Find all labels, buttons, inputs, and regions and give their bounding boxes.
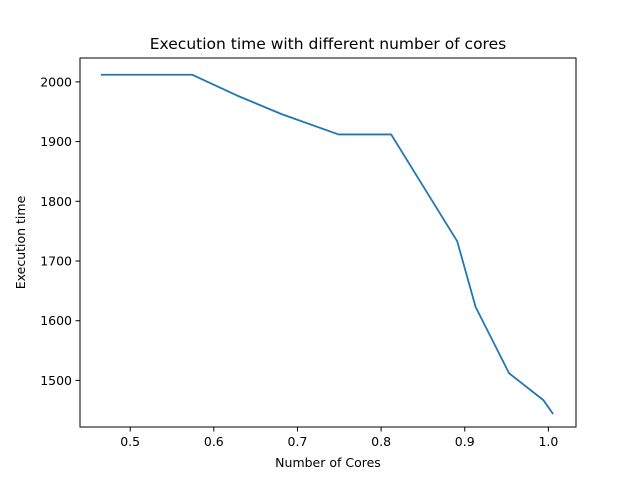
data-point xyxy=(542,399,545,402)
y-tick-label: 2000 xyxy=(40,74,72,89)
y-tick-label: 1500 xyxy=(40,373,72,388)
data-point xyxy=(551,412,554,415)
data-point xyxy=(100,73,103,76)
y-tick-label: 1800 xyxy=(40,194,72,209)
series-layer xyxy=(100,73,554,415)
y-tick-label: 1900 xyxy=(40,134,72,149)
x-tick-label: 0.7 xyxy=(288,434,308,449)
chart-title: Execution time with different number of … xyxy=(150,35,506,53)
plot-area xyxy=(80,58,576,427)
y-tick-label: 1700 xyxy=(40,254,72,269)
x-axis-label: Number of Cores xyxy=(275,455,381,470)
data-point xyxy=(337,133,340,136)
data-point xyxy=(508,372,511,375)
x-tick-label: 0.6 xyxy=(204,434,224,449)
data-point xyxy=(390,133,393,136)
y-axis-ticks: 1500 1600 1700 1800 1900 2000 xyxy=(40,74,80,388)
y-axis-label: Execution time xyxy=(13,195,28,289)
y-tick-label: 1600 xyxy=(40,313,72,328)
x-tick-label: 0.8 xyxy=(371,434,391,449)
data-point xyxy=(474,305,477,308)
data-point xyxy=(191,73,194,76)
x-tick-label: 1.0 xyxy=(538,434,558,449)
data-point xyxy=(280,113,283,116)
x-tick-label: 0.9 xyxy=(455,434,475,449)
data-point xyxy=(456,240,459,243)
series-line-0 xyxy=(100,73,554,415)
data-point xyxy=(236,94,239,97)
plot-frame xyxy=(79,57,577,428)
x-tick-label: 0.5 xyxy=(120,434,140,449)
x-axis-ticks: 0.5 0.6 0.7 0.8 0.9 1.0 xyxy=(120,427,558,449)
